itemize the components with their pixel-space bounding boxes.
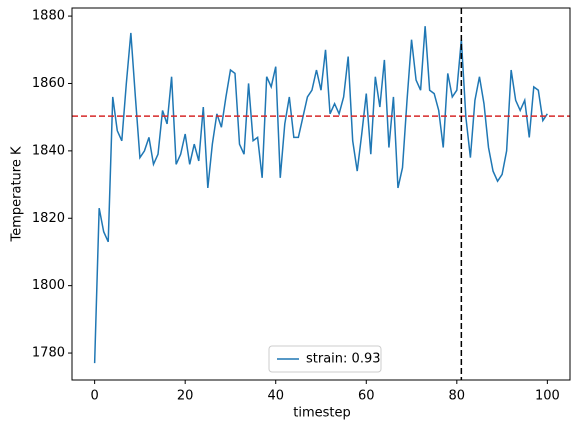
x-tick-label: 40 xyxy=(267,389,284,404)
plot-frame xyxy=(71,7,571,381)
x-tick-label: 80 xyxy=(449,389,466,404)
y-tick-label: 1860 xyxy=(32,76,65,91)
x-tick-label: 60 xyxy=(358,389,375,404)
data-line xyxy=(93,26,548,364)
legend-box xyxy=(268,345,382,373)
legend-label: strain: 0.93 xyxy=(306,352,381,367)
y-tick-label: 1780 xyxy=(32,346,65,361)
x-tick-label: 20 xyxy=(177,389,194,404)
y-tick-label: 1800 xyxy=(32,278,65,293)
x-tick-label: 0 xyxy=(90,389,98,404)
y-tick-label: 1880 xyxy=(32,9,65,24)
y-tick-label: 1840 xyxy=(32,143,65,158)
x-tick-label: 100 xyxy=(535,389,560,404)
x-axis-label: timestep xyxy=(293,406,351,421)
y-axis-label: Temperature K xyxy=(10,146,25,242)
y-tick-label: 1820 xyxy=(32,211,65,226)
